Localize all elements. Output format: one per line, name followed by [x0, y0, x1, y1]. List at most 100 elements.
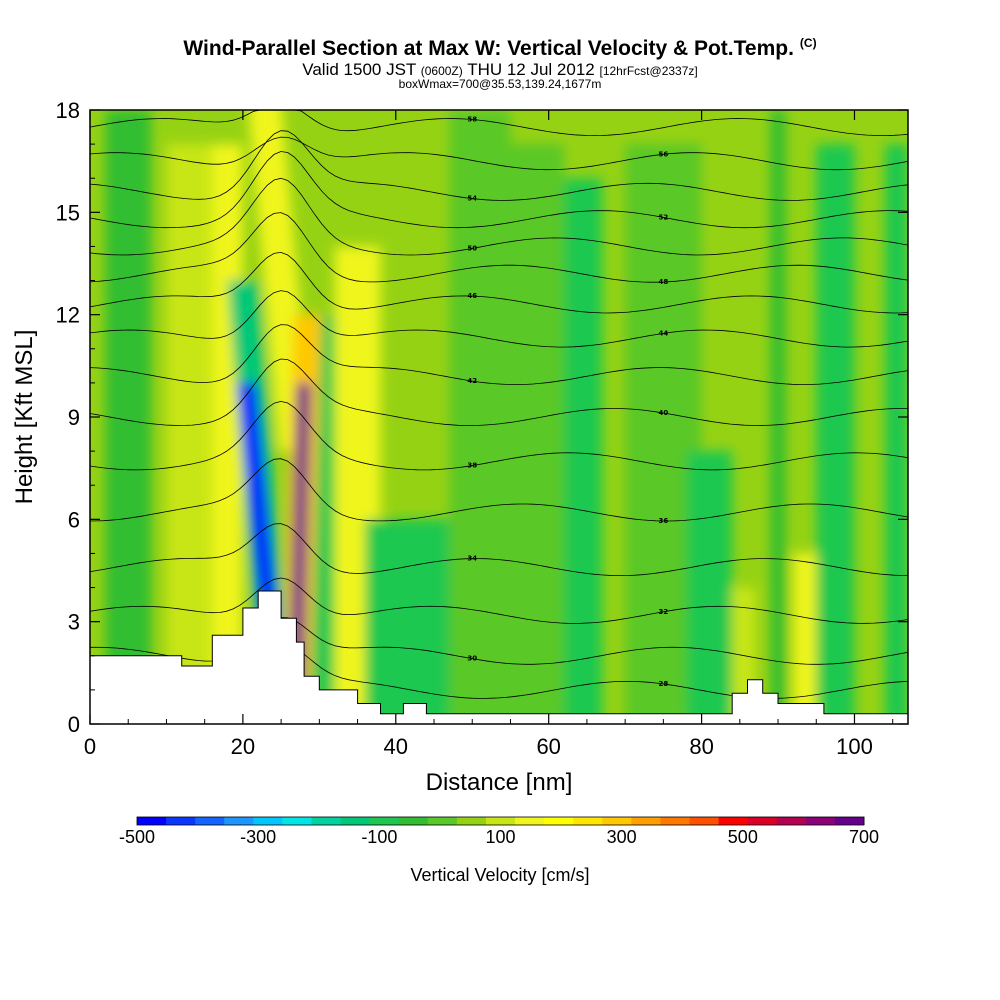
theta-label: 32 — [658, 608, 668, 616]
y-tick-label: 18 — [56, 98, 80, 123]
box-info: boxWmax=700@35.53,139.24,1677m — [398, 77, 602, 91]
theta-contour — [90, 130, 908, 201]
x-tick-label: 60 — [536, 734, 560, 759]
theta-label: 54 — [467, 195, 477, 203]
terrain — [90, 590, 908, 724]
plot-area: 58 56 54 52 50 48 46 44 42 40 38 36 34 32 30 28 — [90, 110, 908, 724]
y-tick-label: 3 — [68, 610, 80, 635]
colorbar-swatch — [834, 817, 865, 825]
velocity-band — [449, 110, 511, 724]
colorbar-swatch — [631, 817, 661, 825]
theta-contour — [90, 177, 908, 256]
x-tick-label: 20 — [231, 734, 255, 759]
theta-label: 34 — [467, 555, 477, 563]
colorbar-swatch — [195, 817, 225, 825]
colorbar-swatch — [340, 817, 371, 825]
valid-time: Valid 1500 JST — [302, 60, 416, 79]
velocity-band — [510, 144, 564, 724]
colorbar-swatch — [224, 817, 254, 825]
chart-subtitle: Valid 1500 JST (0600Z) THU 12 Jul 2012 [… — [0, 60, 1000, 80]
theta-contour — [90, 151, 908, 229]
velocity-band — [816, 144, 855, 724]
colorbar-label: 500 — [728, 827, 758, 847]
colorbar-swatch — [718, 817, 749, 825]
forecast-info: [12hrFcst@2337z] — [599, 64, 698, 78]
colorbar: -500 -300 -100 100 300 500 700 — [119, 816, 879, 847]
colorbar-label: -300 — [240, 827, 276, 847]
colorbar-swatch — [515, 817, 545, 825]
theta-label: 50 — [467, 244, 477, 252]
velocity-band — [770, 110, 786, 724]
theta-contour — [90, 577, 908, 624]
colorbar-swatch — [544, 817, 574, 825]
theta-contour — [90, 110, 908, 137]
theta-contour — [90, 212, 908, 283]
colorbar-swatch — [253, 817, 283, 825]
theta-label: 46 — [467, 292, 477, 300]
colorbar-label: 700 — [849, 827, 879, 847]
colorbar-label: -100 — [361, 827, 397, 847]
x-tick-label: 100 — [836, 734, 873, 759]
theta-label: 42 — [467, 377, 477, 385]
theta-contour — [90, 136, 908, 171]
colorbar-swatch — [282, 817, 312, 825]
colorbar-swatch — [369, 817, 400, 825]
y-tick-label: 15 — [56, 200, 80, 225]
colorbar-swatch — [166, 817, 196, 825]
x-axis: 0 20 40 60 80 100 — [84, 110, 894, 759]
chart-title: Wind-Parallel Section at Max W: Vertical… — [0, 36, 1000, 61]
colorbar-swatch — [689, 817, 720, 825]
colorbar-swatch — [311, 817, 342, 825]
velocity-field — [105, 110, 908, 724]
theta-contour — [90, 251, 908, 314]
x-tick-label: 0 — [84, 734, 96, 759]
theta-label: 58 — [467, 115, 477, 123]
colorbar-swatch — [747, 817, 778, 825]
theta-contour — [90, 358, 908, 426]
colorbar-label: 100 — [485, 827, 515, 847]
theta-contour — [90, 523, 908, 576]
colorbar-swatch — [427, 817, 458, 825]
y-tick-label: 0 — [68, 712, 80, 737]
colorbar-swatch — [602, 817, 632, 825]
colorbar-swatch — [660, 817, 691, 825]
x-axis-title: Distance [nm] — [426, 769, 573, 796]
valid-date: THU 12 Jul 2012 — [467, 60, 595, 79]
velocity-band — [166, 144, 213, 724]
colorbar-swatch — [456, 817, 487, 825]
colorbar-swatch — [573, 817, 603, 825]
theta-contour — [90, 458, 908, 522]
chart-title-text: Wind-Parallel Section at Max W: Vertical… — [183, 37, 794, 60]
updraft-core — [289, 382, 311, 690]
theta-label: 36 — [658, 517, 668, 525]
theta-label: 56 — [658, 150, 668, 158]
colorbar-swatch — [137, 817, 167, 825]
theta-label: 38 — [467, 462, 477, 470]
colorbar-swatch — [398, 817, 429, 825]
velocity-band — [885, 144, 908, 724]
theta-label: 28 — [658, 680, 668, 688]
colorbar-label: 300 — [607, 827, 637, 847]
y-axis-title: Height [Kft MSL] — [11, 330, 38, 505]
theta-label: 48 — [658, 278, 668, 286]
velocity-band — [563, 178, 603, 724]
colorbar-swatch — [776, 817, 807, 825]
colorbar-frame — [136, 816, 865, 826]
y-tick-label: 12 — [56, 303, 80, 328]
colorbar-swatch — [805, 817, 836, 825]
copyright-mark: (C) — [799, 36, 817, 50]
theta-contour — [90, 290, 908, 348]
theta-label: 40 — [658, 409, 668, 417]
colorbar-swatch — [485, 817, 516, 825]
theta-label: 44 — [658, 329, 668, 337]
x-tick-label: 80 — [689, 734, 713, 759]
downdraft-core — [237, 382, 279, 622]
velocity-band — [212, 144, 243, 724]
theta-contour — [90, 400, 908, 471]
y-tick-label: 6 — [68, 507, 80, 532]
theta-label: 30 — [467, 655, 477, 663]
theta-label: 52 — [658, 213, 668, 221]
colorbar-label: -500 — [119, 827, 155, 847]
